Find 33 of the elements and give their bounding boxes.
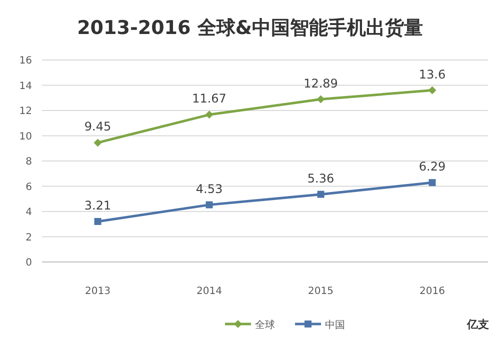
x-tick-label: 2015 xyxy=(308,286,334,297)
point xyxy=(428,86,436,94)
y-tick-label: 4 xyxy=(26,207,32,218)
y-tick-label: 2 xyxy=(26,232,32,244)
data-label: 11.67 xyxy=(192,92,226,106)
y-tick-label: 0 xyxy=(26,258,32,268)
legend-label: 中国 xyxy=(325,319,345,331)
y-tick-label: 6 xyxy=(26,182,32,193)
x-tick-label: 2013 xyxy=(85,286,110,297)
x-tick-label: 2014 xyxy=(196,286,222,297)
text: 亿支 xyxy=(466,318,489,331)
y-tick-label: 10 xyxy=(19,131,32,142)
y-tick-label: 14 xyxy=(19,80,32,92)
point xyxy=(205,110,214,119)
data-label: 5.36 xyxy=(307,171,334,186)
point xyxy=(428,179,436,186)
point xyxy=(94,138,102,147)
legend-label: 全球 xyxy=(255,319,275,331)
point xyxy=(317,190,324,198)
x-tick-label: 2016 xyxy=(420,286,445,297)
data-label: 4.53 xyxy=(196,182,223,196)
data-label: 3.21 xyxy=(84,198,112,212)
data-label: 13.6 xyxy=(418,67,446,82)
data-label: 12.89 xyxy=(304,76,338,90)
point xyxy=(94,218,102,225)
y-tick-label: 16 xyxy=(19,56,32,66)
point xyxy=(206,201,213,208)
y-tick-label: 12 xyxy=(19,106,32,117)
point xyxy=(316,95,325,104)
data-label: 9.45 xyxy=(84,120,112,134)
data-label: 6.29 xyxy=(418,160,446,174)
chart-title: 2013-2016 全球&中国智能手机出货量 xyxy=(77,17,423,39)
y-tick-label: 8 xyxy=(26,156,32,168)
